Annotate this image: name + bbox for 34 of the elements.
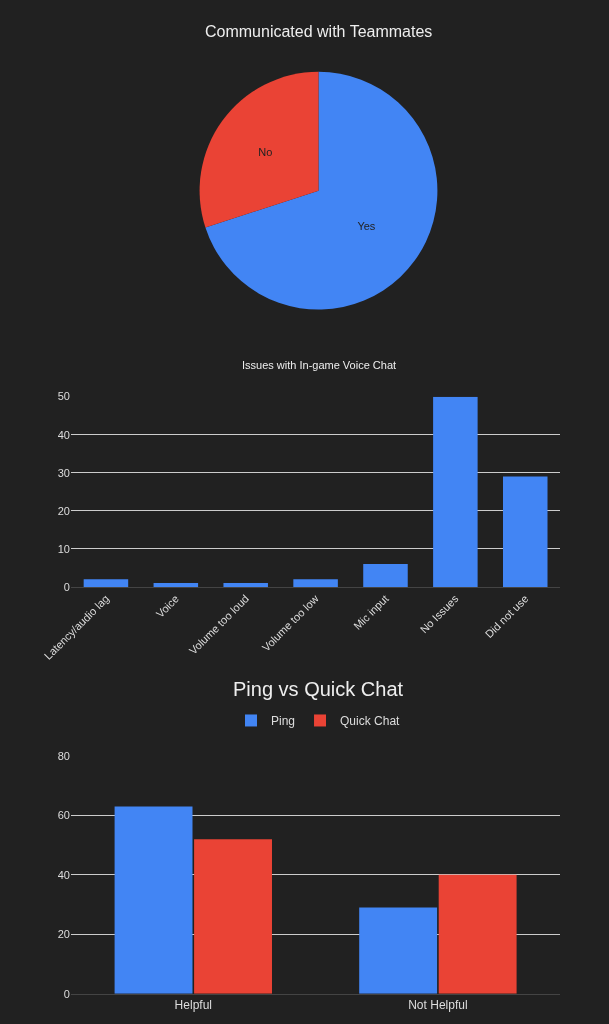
y-tick-label: 40 <box>57 428 70 441</box>
bar <box>359 907 438 994</box>
legend-label: Quick Chat <box>340 714 401 729</box>
bar <box>223 583 268 587</box>
pie-slice <box>199 71 319 228</box>
bar <box>83 579 129 587</box>
y-tick-label: 0 <box>63 580 70 593</box>
legend-label: Ping <box>271 714 296 729</box>
x-tick-label: Did not use <box>482 592 531 641</box>
bar <box>293 579 338 587</box>
y-tick-label: 10 <box>57 542 70 555</box>
slice-label: Yes <box>357 219 376 232</box>
bar <box>433 396 478 587</box>
y-tick-label: 60 <box>57 809 70 822</box>
x-tick-label: Not Helpful <box>408 998 468 1013</box>
y-tick-label: 50 <box>57 390 70 403</box>
chart-title: Ping vs Quick Chat <box>233 678 404 700</box>
y-tick-label: 20 <box>57 504 70 517</box>
bar <box>502 476 548 587</box>
chart-title: Issues with In-game Voice Chat <box>242 359 397 371</box>
bar <box>114 806 193 994</box>
bar <box>153 583 199 587</box>
pie-slice <box>205 71 438 310</box>
chart-title: Communicated with Teammates <box>205 23 433 40</box>
y-tick-label: 80 <box>57 749 70 762</box>
y-tick-label: 40 <box>57 868 70 881</box>
slice-label: No <box>258 146 273 159</box>
y-tick-label: 30 <box>57 466 70 479</box>
bar <box>438 874 517 994</box>
bar <box>194 839 272 994</box>
x-tick-label: Helpful <box>174 998 212 1013</box>
y-tick-label: 20 <box>57 928 70 941</box>
y-tick-label: 0 <box>63 987 70 1000</box>
bar <box>363 564 408 587</box>
